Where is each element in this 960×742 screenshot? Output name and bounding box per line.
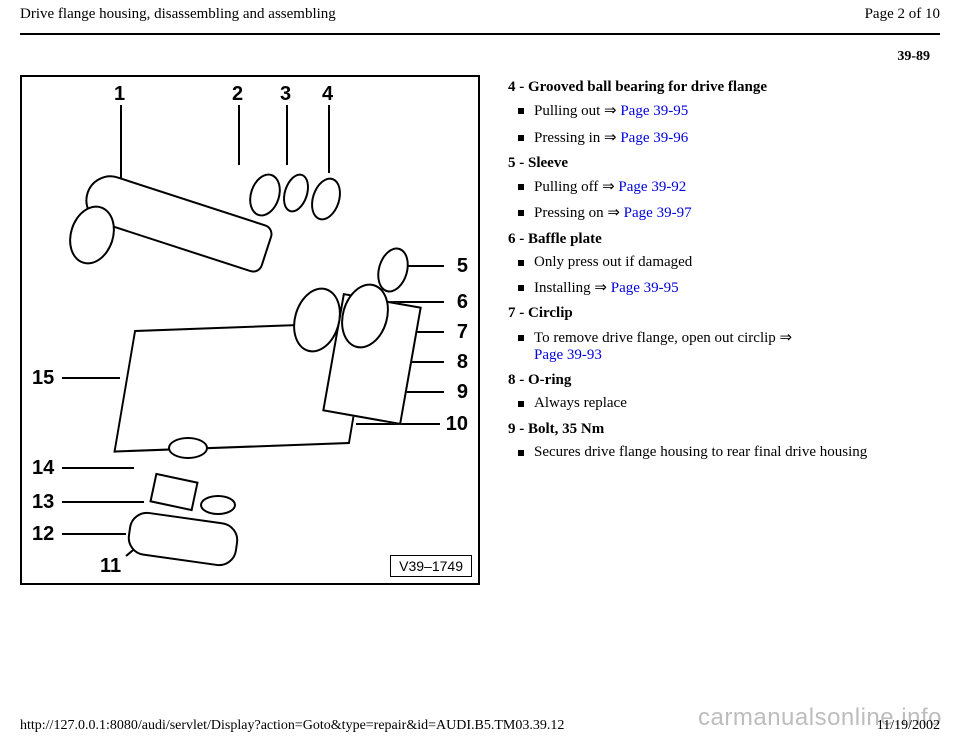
item-7-head: 7 - Circlip: [508, 305, 867, 322]
item-4-sub-1-text: Pressing in: [534, 130, 604, 146]
lead-3: [286, 105, 288, 165]
part-nut: [149, 473, 198, 511]
item-4-sub-0-text: Pulling out: [534, 103, 604, 119]
link-page-39-95-a[interactable]: Page 39-95: [620, 103, 688, 119]
arrow-icon: ⇒: [780, 329, 793, 346]
callout-7: 7: [457, 321, 468, 344]
header-title: Drive flange housing, disassembling and …: [20, 6, 336, 23]
item-6-num: 6: [508, 231, 516, 247]
part-washer: [168, 437, 208, 459]
link-page-39-93[interactable]: Page 39-93: [534, 347, 602, 363]
part-bearing-a: [244, 169, 286, 220]
item-5-sub-1: Pressing on ⇒ Page 39-97: [508, 204, 867, 222]
lead-14: [62, 467, 134, 469]
callout-2: 2: [232, 83, 243, 106]
item-8-num: 8: [508, 372, 516, 388]
item-6-sub-1: Installing ⇒ Page 39-95: [508, 279, 867, 297]
item-7-num: 7: [508, 305, 516, 321]
item-6-sub-0-text: Only press out if damaged: [534, 254, 692, 270]
callout-1: 1: [114, 83, 125, 106]
item-4-title: Grooved ball bearing for drive flange: [528, 79, 767, 95]
lead-1: [120, 105, 122, 183]
callout-12: 12: [32, 523, 54, 546]
item-6-head: 6 - Baffle plate: [508, 231, 867, 248]
callout-6: 6: [457, 291, 468, 314]
item-9-head: 9 - Bolt, 35 Nm: [508, 421, 867, 438]
arrow-icon: ⇒: [594, 279, 607, 296]
lead-2: [238, 105, 240, 165]
callout-3: 3: [280, 83, 291, 106]
item-9-title: Bolt, 35 Nm: [528, 421, 604, 437]
lead-13: [62, 501, 144, 503]
arrow-icon: ⇒: [602, 178, 615, 195]
arrow-icon: ⇒: [604, 129, 617, 146]
item-7-sub-0-text: To remove drive flange, open out circlip: [534, 330, 780, 346]
item-4-num: 4: [508, 79, 516, 95]
link-page-39-95-b[interactable]: Page 39-95: [611, 280, 679, 296]
item-4-sub-0: Pulling out ⇒ Page 39-95: [508, 102, 867, 120]
item-5-head: 5 - Sleeve: [508, 155, 867, 172]
callout-13: 13: [32, 491, 54, 514]
item-6-sub-0: Only press out if damaged: [508, 254, 867, 271]
section-number: 39-89: [0, 35, 960, 75]
callout-10: 10: [446, 413, 468, 436]
lead-15: [62, 377, 120, 379]
item-8-title: O-ring: [528, 372, 571, 388]
item-8-sub-0-text: Always replace: [534, 395, 627, 411]
item-6-title: Baffle plate: [528, 231, 602, 247]
lead-12: [62, 533, 126, 535]
exploded-diagram: 1 2 3 4 5 6 7 8 9 10 15 14 13 12 11: [20, 75, 480, 585]
callout-5: 5: [457, 255, 468, 278]
link-page-39-92[interactable]: Page 39-92: [618, 179, 686, 195]
callout-4: 4: [322, 83, 333, 106]
callout-11: 11: [100, 555, 121, 578]
callout-9: 9: [457, 381, 468, 404]
arrow-icon: ⇒: [607, 204, 620, 221]
item-5-num: 5: [508, 155, 516, 171]
header-page-indicator: Page 2 of 10: [865, 6, 940, 23]
figure-label: V39–1749: [390, 555, 472, 577]
item-8-head: 8 - O-ring: [508, 372, 867, 389]
item-5-sub-0-text: Pulling off: [534, 179, 602, 195]
item-9-sub-0-text: Secures drive flange housing to rear fin…: [534, 444, 867, 460]
footer-url: http://127.0.0.1:8080/audi/servlet/Displ…: [20, 718, 564, 734]
item-7-title: Circlip: [528, 305, 573, 321]
part-seal: [200, 495, 236, 515]
part-bearing-c: [306, 174, 346, 224]
item-4-sub-1: Pressing in ⇒ Page 39-96: [508, 129, 867, 147]
item-7-sub-0: To remove drive flange, open out circlip…: [508, 329, 867, 365]
arrow-icon: ⇒: [604, 102, 617, 119]
lead-4: [328, 105, 330, 173]
part-bearing-b: [278, 170, 313, 215]
page-header: Drive flange housing, disassembling and …: [0, 0, 960, 27]
callout-8: 8: [457, 351, 468, 374]
link-page-39-97[interactable]: Page 39-97: [624, 205, 692, 221]
item-9-sub-0: Secures drive flange housing to rear fin…: [508, 444, 867, 461]
link-page-39-96[interactable]: Page 39-96: [620, 130, 688, 146]
callout-14: 14: [32, 457, 54, 480]
footer-date: 11/19/2002: [877, 718, 940, 734]
item-5-sub-0: Pulling off ⇒ Page 39-92: [508, 178, 867, 196]
item-5-sub-1-text: Pressing on: [534, 205, 607, 221]
item-4-head: 4 - Grooved ball bearing for drive flang…: [508, 79, 867, 96]
content-row: 1 2 3 4 5 6 7 8 9 10 15 14 13 12 11: [0, 75, 960, 585]
item-9-num: 9: [508, 421, 516, 437]
item-6-sub-1-text: Installing: [534, 280, 594, 296]
callout-15: 15: [32, 367, 54, 390]
part-bracket: [125, 510, 240, 569]
item-8-sub-0: Always replace: [508, 395, 867, 412]
text-column: 4 - Grooved ball bearing for drive flang…: [480, 75, 867, 585]
item-5-title: Sleeve: [528, 155, 568, 171]
